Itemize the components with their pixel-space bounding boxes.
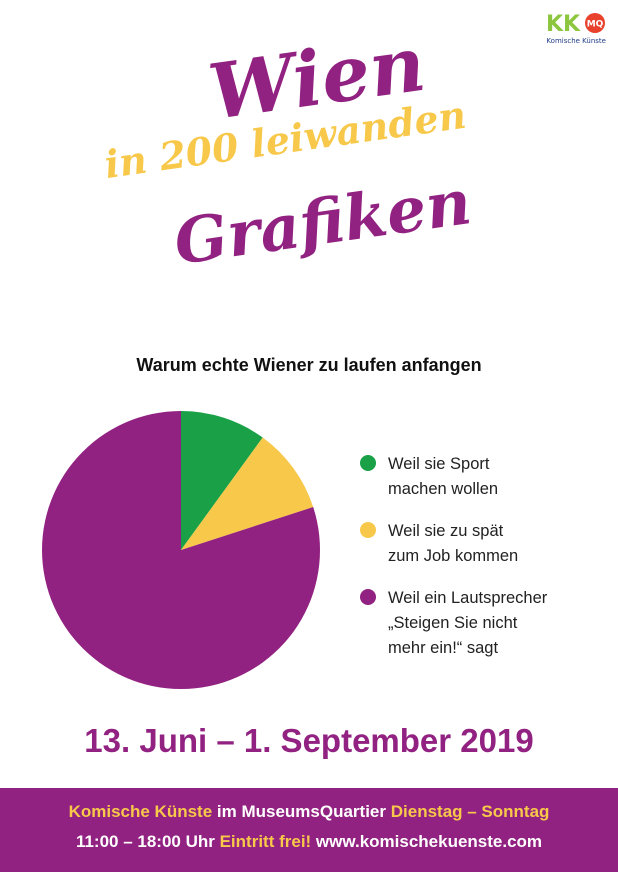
legend-dot-icon [360,522,376,538]
exhibition-dates: 13. Juni – 1. September 2019 [84,722,534,759]
footer-segment: Dienstag – Sonntag [390,802,550,821]
title-grafiken: Grafiken [169,165,476,279]
footer-segment: Eintritt frei! [219,832,312,851]
pie-slice-2 [181,437,314,550]
komische-kuenste-logo: KK MQ Komische Künste [540,12,608,48]
chart-title: Warum echte Wiener zu laufen anfangen [136,355,482,375]
footer-line-1: Komische Künste im MuseumsQuartier Diens… [0,802,618,822]
pie-slice-1 [181,411,263,550]
logo-marks: KK MQ [546,12,605,34]
footer-banner: Komische Künste im MuseumsQuartier Diens… [0,788,618,872]
legend-item-1: Weil sie Sport machen wollen [360,452,610,502]
legend-label: Weil ein Lautsprecher „Steigen Sie nicht… [388,589,548,657]
logo-kk-mark: KK [546,12,581,34]
legend-dot-icon [360,589,376,605]
legend-dot-icon [360,455,376,471]
legend-label: Weil sie zu spät zum Job kommen [388,522,519,565]
chart-legend: Weil sie Sport machen wollen Weil sie zu … [360,452,610,678]
legend-item-3: Weil ein Lautsprecher „Steigen Sie nicht… [360,586,610,661]
logo-text: Komische Künste [546,37,606,45]
footer-segment: im MuseumsQuartier [212,802,391,821]
pie-chart [42,411,321,689]
footer-segment: www.komischekuenste.com [311,832,543,851]
footer-segment: 11:00 – 18:00 Uhr [75,832,220,851]
footer-segment: Komische Künste [68,802,213,821]
logo-mq-badge [585,13,605,33]
logo-mq-text: MQ [587,20,604,30]
pie-slice-3 [42,411,321,689]
legend-label: Weil sie Sport machen wollen [388,455,499,498]
footer-line-2: 11:00 – 18:00 Uhr Eintritt frei! www.kom… [0,832,618,852]
legend-item-2: Weil sie zu spät zum Job kommen [360,519,610,569]
